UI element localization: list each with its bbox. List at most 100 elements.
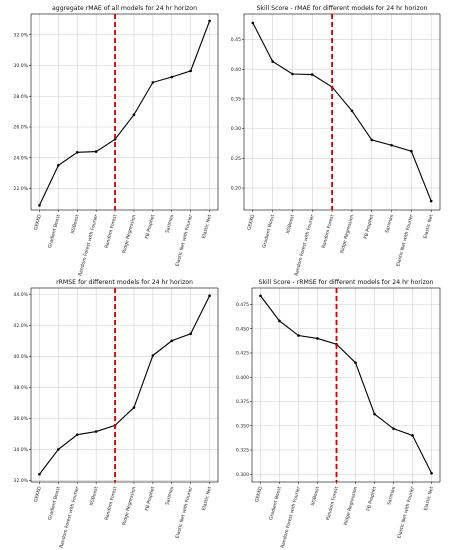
data-point [189,69,192,73]
x-tick-label: Random Forest [321,214,336,249]
y-tick-label: 42.0% [13,323,28,329]
y-tick-label: 0.400 [236,375,249,381]
chart-svg: Skill Score - rMAE for different models … [231,5,441,277]
data-point [350,109,354,113]
chart-title: rRMSE for different models for 24 hr hor… [56,279,193,286]
data-point [251,21,255,25]
x-tick-label: Random Forest with Fourier [294,214,316,277]
x-tick-label: Elastic Net [201,486,213,511]
y-tick-label: 0.40 [231,67,241,73]
x-tick-label: GEKKO [33,214,43,231]
plot-frame [251,287,441,483]
data-point [94,150,98,153]
y-tick-label: 0.375 [236,399,249,405]
chart-title: aggregate rMAE of all models for 24 hr h… [52,5,197,12]
data-point [151,81,155,84]
x-tick-label: GEKKO [33,486,43,503]
y-tick-label: 22.0% [13,186,28,192]
data-point [373,412,376,416]
x-tick-label: Random Forest with Fourier [58,486,80,549]
x-tick-label: Ridge Regression [343,486,359,526]
x-tick-label: XGBoost [285,214,296,235]
chart-svg: aggregate rMAE of all models for 24 hr h… [13,5,219,277]
data-point [189,332,192,336]
y-tick-label: 28.0% [13,94,28,100]
y-tick-label: 32.0% [13,478,28,484]
data-point [208,294,211,298]
plot-frame [30,287,219,483]
x-tick-label: Sarimax [384,214,395,234]
x-tick-label: GEKKO [246,214,256,231]
data-point [259,294,262,298]
data-point [170,339,174,343]
x-tick-label: Elastic Net [422,214,434,239]
data-point [271,60,274,63]
y-tick-label: 32.0% [13,32,28,38]
chart-skill-score-rmae: Skill Score - rMAE for different models … [227,0,454,277]
x-tick-label: Elastic Net with Fourier [175,486,195,539]
y-tick-label: 44.0% [13,292,28,298]
x-tick-label: Elastic Net with Fourier [175,214,195,267]
y-tick-label: 0.350 [236,423,249,429]
data-point [75,433,79,436]
plot-frame [243,13,441,211]
data-point [354,361,357,364]
y-tick-label: 0.300 [236,472,249,478]
data-point [291,72,294,76]
x-tick-label: Random Forest with Fourier [77,214,99,277]
x-tick-label: Gradient Boost [47,486,62,521]
data-point [38,472,41,476]
y-tick-label: 36.0% [13,416,28,422]
x-tick-label: Sarimax [386,486,397,506]
x-tick-label: Elastic Net with Fourier [395,214,415,267]
data-point [390,143,393,147]
data-point [278,319,281,323]
x-tick-label: Sarimax [165,214,176,234]
data-point [57,448,60,451]
y-tick-label: 0.25 [231,156,241,162]
x-tick-label: Elastic Net with Fourier [396,486,416,539]
data-point [430,471,433,475]
y-tick-label: 0.325 [236,448,249,454]
x-tick-label: Gradient Boost [268,486,283,521]
data-point [170,75,174,79]
x-tick-label: Ridge Regression [339,214,355,254]
data-point [429,199,433,203]
x-tick-label: Sarimax [165,486,176,506]
x-tick-label: GEKKO [254,486,264,503]
data-point [57,164,60,167]
data-point [132,113,136,116]
x-tick-label: FB Prophet [363,214,375,240]
x-tick-label: XGBoost [310,486,321,507]
data-point [38,204,41,207]
series-line [38,295,211,475]
chart-title: Skill Score - rRMSE for different models… [259,279,434,286]
y-tick-label: 34.0% [13,447,28,453]
y-tick-label: 30.0% [13,63,28,69]
x-tick-label: FB Prophet [144,214,156,240]
y-tick-label: 0.20 [231,186,241,192]
x-tick-label: XGBoost [89,486,100,507]
x-tick-label: Elastic Net [201,214,213,239]
y-tick-label: 24.0% [13,155,28,161]
y-tick-label: 0.30 [231,126,241,132]
series-line [252,22,432,202]
y-tick-label: 26.0% [13,125,28,131]
data-point [392,427,395,430]
data-point [297,334,300,337]
data-point [151,354,155,357]
chart-title: Skill Score - rMAE for different models … [257,5,428,12]
chart-skill-score-rrmse: Skill Score - rRMSE for different models… [227,272,454,550]
data-point [310,73,314,76]
x-tick-label: Random Forest with Fourier [280,486,302,549]
y-tick-label: 0.450 [236,326,249,332]
data-point [410,149,413,153]
x-tick-label: Elastic Net [423,486,435,511]
x-tick-label: XGBoost [70,214,81,235]
data-point [370,138,374,142]
x-tick-label: Random Forest [325,486,340,521]
data-point [411,434,414,437]
y-tick-label: 0.475 [236,302,249,308]
data-point [94,430,98,433]
